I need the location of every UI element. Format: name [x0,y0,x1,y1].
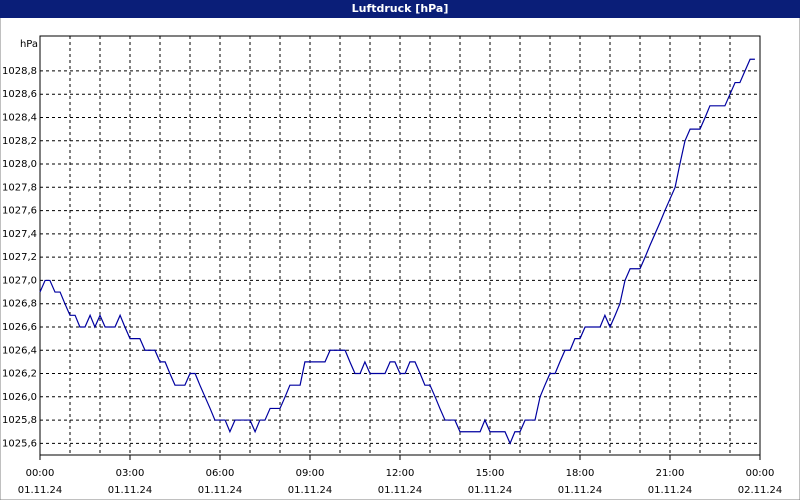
x-tick-date: 01.11.24 [288,485,333,496]
y-tick-label: 1028,2 [2,136,37,147]
x-tick-date: 02.11.24 [738,485,783,496]
x-tick-date: 01.11.24 [468,485,513,496]
x-tick-label: 00:00 [746,468,775,479]
x-tick-label: 18:00 [566,468,595,479]
y-tick-label: 1026,4 [2,345,37,356]
title-bar [0,0,800,18]
y-tick-label: 1027,2 [2,252,37,263]
x-tick-label: 21:00 [656,468,685,479]
y-axis-label: hPa [20,39,38,50]
x-tick-date: 01.11.24 [558,485,603,496]
x-tick-label: 03:00 [116,468,145,479]
y-tick-label: 1025,8 [2,415,37,426]
x-tick-date: 01.11.24 [198,485,243,496]
x-tick-date: 01.11.24 [18,485,63,496]
y-tick-label: 1026,6 [2,322,37,333]
x-tick-date: 01.11.24 [648,485,693,496]
x-tick-label: 09:00 [296,468,325,479]
y-tick-label: 1028,0 [2,159,37,170]
y-tick-label: 1025,6 [2,438,37,449]
y-tick-label: 1028,4 [2,112,37,123]
x-tick-label: 15:00 [476,468,505,479]
y-tick-label: 1026,2 [2,369,37,380]
x-tick-date: 01.11.24 [378,485,423,496]
y-tick-label: 1027,8 [2,182,37,193]
x-tick-label: 00:00 [26,468,55,479]
y-tick-label: 1028,8 [2,66,37,77]
x-tick-label: 06:00 [206,468,235,479]
chart-title: Luftdruck [hPa] [352,2,449,15]
y-tick-label: 1026,0 [2,392,37,403]
y-tick-label: 1027,0 [2,275,37,286]
y-tick-label: 1026,8 [2,299,37,310]
y-tick-label: 1027,4 [2,229,37,240]
y-tick-label: 1028,6 [2,89,37,100]
data-line [39,58,755,445]
y-tick-label: 1027,6 [2,206,37,217]
x-tick-label: 12:00 [386,468,415,479]
x-tick-date: 01.11.24 [108,485,153,496]
